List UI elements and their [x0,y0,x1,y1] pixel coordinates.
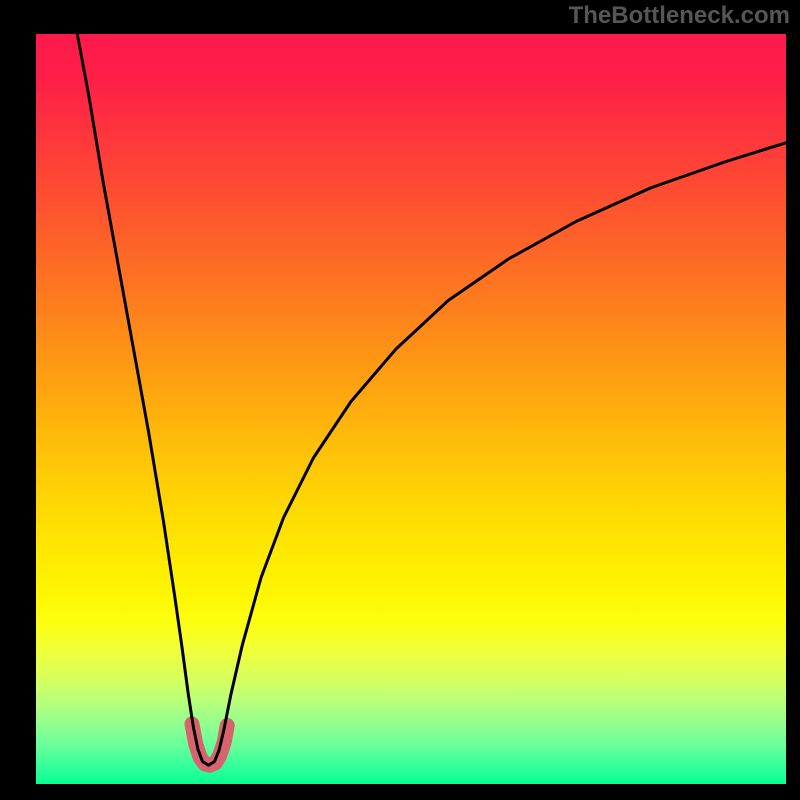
gradient-background [36,34,786,784]
plot-svg [36,34,786,784]
plot-area [36,34,786,784]
watermark-text: TheBottleneck.com [569,2,790,30]
